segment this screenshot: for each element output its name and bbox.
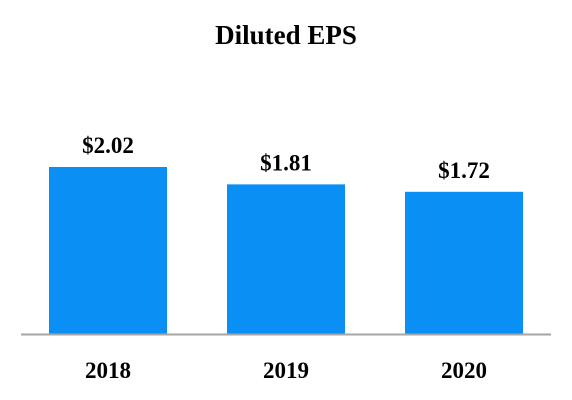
- bars-group: [49, 167, 523, 334]
- x-tick-label-2019: 2019: [263, 358, 309, 383]
- x-tick-label-2018: 2018: [85, 358, 131, 383]
- bar-2018: [49, 167, 167, 334]
- value-labels-group: $2.02 $1.81 $1.72: [82, 133, 490, 183]
- data-label-2019: $1.81: [260, 150, 312, 175]
- data-label-2018: $2.02: [82, 133, 134, 158]
- bar-2019: [227, 184, 345, 334]
- data-label-2020: $1.72: [438, 158, 490, 183]
- x-tick-labels-group: 2018 2019 2020: [85, 358, 487, 383]
- bar-2020: [405, 191, 523, 334]
- chart-title: Diluted EPS: [215, 20, 357, 50]
- x-tick-label-2020: 2020: [441, 358, 487, 383]
